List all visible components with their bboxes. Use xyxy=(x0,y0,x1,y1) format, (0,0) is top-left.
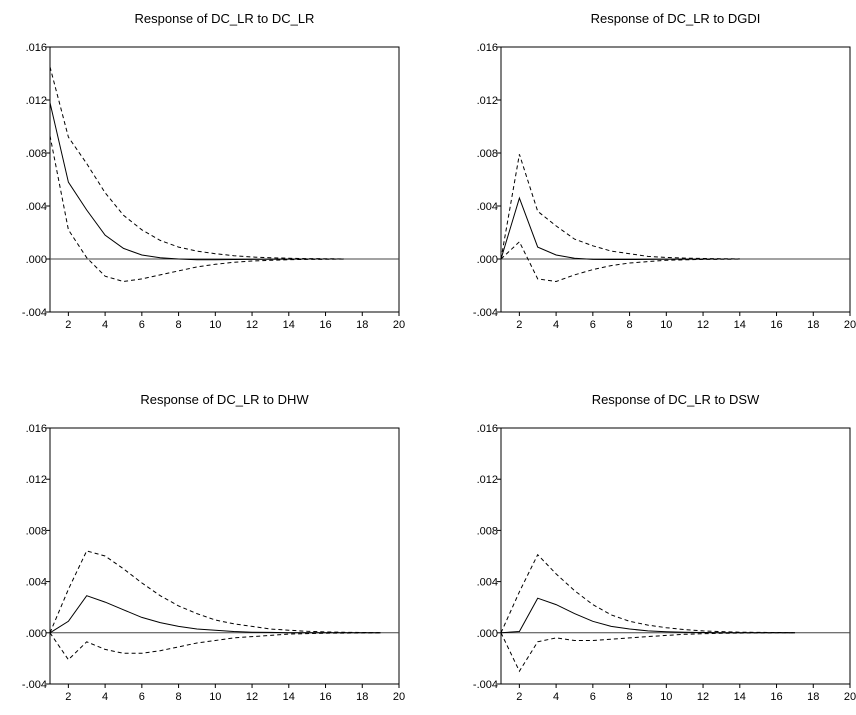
confidence-band-line xyxy=(49,66,344,260)
x-tick-label: 6 xyxy=(139,319,145,329)
y-tick-label: .016 xyxy=(26,423,47,435)
confidence-band-line xyxy=(49,550,381,634)
x-tick-label: 6 xyxy=(590,691,596,703)
x-tick-label: 8 xyxy=(627,319,633,329)
y-tick-label: .008 xyxy=(477,148,498,160)
chart-title: Response of DC_LR to DHW xyxy=(140,392,309,407)
confidence-band-line xyxy=(49,632,381,661)
y-tick-label: .000 xyxy=(477,254,498,266)
x-tick-label: 10 xyxy=(660,691,672,703)
y-tick-label: .000 xyxy=(26,254,47,266)
y-tick-label: .012 xyxy=(26,474,47,486)
x-tick-label: 16 xyxy=(770,691,782,703)
chart-panel-1: Response of DC_LR to DC_LR .016 .012 .008 .0… xyxy=(0,0,428,334)
impulse-response-line xyxy=(49,102,344,261)
plot-frame xyxy=(500,427,851,685)
x-tick-label: 6 xyxy=(590,319,596,329)
y-tick-label: .012 xyxy=(477,474,498,486)
x-tick-label: 18 xyxy=(807,691,819,703)
chart-title: Response of DC_LR to DC_LR xyxy=(135,11,315,26)
chart-svg-1: Response of DC_LR to DC_LR .016 .012 .008 .0… xyxy=(22,11,405,331)
y-tick-label: -.004 xyxy=(473,679,498,691)
x-tick-label: 14 xyxy=(734,319,746,329)
x-tick-label: 4 xyxy=(102,319,108,329)
x-tick-label: 10 xyxy=(660,319,672,329)
x-tick-label: 2 xyxy=(516,691,522,703)
x-tick-label: 12 xyxy=(697,691,709,703)
x-tick-label: 16 xyxy=(770,319,782,329)
chart-svg-3: Response of DC_LR to DHW .016 .012 .008 .004… xyxy=(22,392,405,703)
chart-panel-2: Response of DC_LR to DGDI .016 .012 .008 .00… xyxy=(428,0,856,334)
x-tick-label: 2 xyxy=(65,691,71,703)
confidence-band-line xyxy=(500,154,740,260)
x-tick-label: 18 xyxy=(356,691,368,703)
y-tick-label: .004 xyxy=(26,201,47,213)
chart-svg-2: Response of DC_LR to DGDI .016 .012 .008 .00… xyxy=(473,11,856,331)
y-tick-label: .016 xyxy=(477,42,498,54)
y-tick-label: .012 xyxy=(26,95,47,107)
chart-title: Response of DC_LR to DSW xyxy=(592,392,760,407)
x-tick-label: 12 xyxy=(246,319,258,329)
x-tick-label: 18 xyxy=(356,319,368,329)
plot-frame xyxy=(500,46,851,313)
x-tick-label: 2 xyxy=(65,319,71,329)
y-tick-label: .000 xyxy=(477,628,498,640)
y-tick-label: .004 xyxy=(26,577,47,589)
x-tick-label: 8 xyxy=(176,319,182,329)
x-tick-label: 4 xyxy=(102,691,108,703)
x-tick-label: 8 xyxy=(627,691,633,703)
chart-panel-3: Response of DC_LR to DHW .016 .012 .008 .004… xyxy=(0,381,428,715)
chart-title: Response of DC_LR to DGDI xyxy=(591,11,761,26)
x-tick-label: 12 xyxy=(246,691,258,703)
y-tick-label: .008 xyxy=(26,525,47,537)
x-tick-label: 2 xyxy=(516,319,522,329)
x-tick-label: 10 xyxy=(209,691,221,703)
x-tick-label: 16 xyxy=(319,691,331,703)
chart-panel-4: Response of DC_LR to DSW .016 .012 .008 .004… xyxy=(428,381,856,715)
x-tick-label: 4 xyxy=(553,691,559,703)
y-tick-label: .004 xyxy=(477,201,498,213)
impulse-response-line xyxy=(49,595,381,634)
y-tick-label: .000 xyxy=(26,628,47,640)
x-tick-label: 14 xyxy=(734,691,746,703)
y-tick-label: .016 xyxy=(26,42,47,54)
x-tick-label: 8 xyxy=(176,691,182,703)
x-tick-label: 20 xyxy=(393,691,405,703)
x-tick-label: 18 xyxy=(807,319,819,329)
x-tick-label: 16 xyxy=(319,319,331,329)
y-tick-label: .008 xyxy=(26,148,47,160)
plot-frame xyxy=(49,427,400,685)
confidence-band-line xyxy=(500,553,795,634)
x-tick-label: 10 xyxy=(209,319,221,329)
y-tick-label: .012 xyxy=(477,95,498,107)
x-tick-label: 20 xyxy=(844,319,856,329)
x-tick-label: 20 xyxy=(393,319,405,329)
x-tick-label: 20 xyxy=(844,691,856,703)
x-tick-label: 14 xyxy=(283,691,295,703)
y-tick-label: .016 xyxy=(477,423,498,435)
x-tick-label: 14 xyxy=(283,319,295,329)
y-tick-label: -.004 xyxy=(22,307,47,319)
y-tick-label: .004 xyxy=(477,577,498,589)
y-tick-label: -.004 xyxy=(22,679,47,691)
x-tick-label: 6 xyxy=(139,691,145,703)
x-tick-label: 12 xyxy=(697,319,709,329)
y-tick-label: -.004 xyxy=(473,307,498,319)
x-tick-label: 4 xyxy=(553,319,559,329)
plot-frame xyxy=(49,46,400,313)
chart-svg-4: Response of DC_LR to DSW .016 .012 .008 .004… xyxy=(473,392,856,703)
confidence-band-line xyxy=(500,240,740,283)
impulse-response-line xyxy=(500,597,795,634)
y-tick-label: .008 xyxy=(477,525,498,537)
